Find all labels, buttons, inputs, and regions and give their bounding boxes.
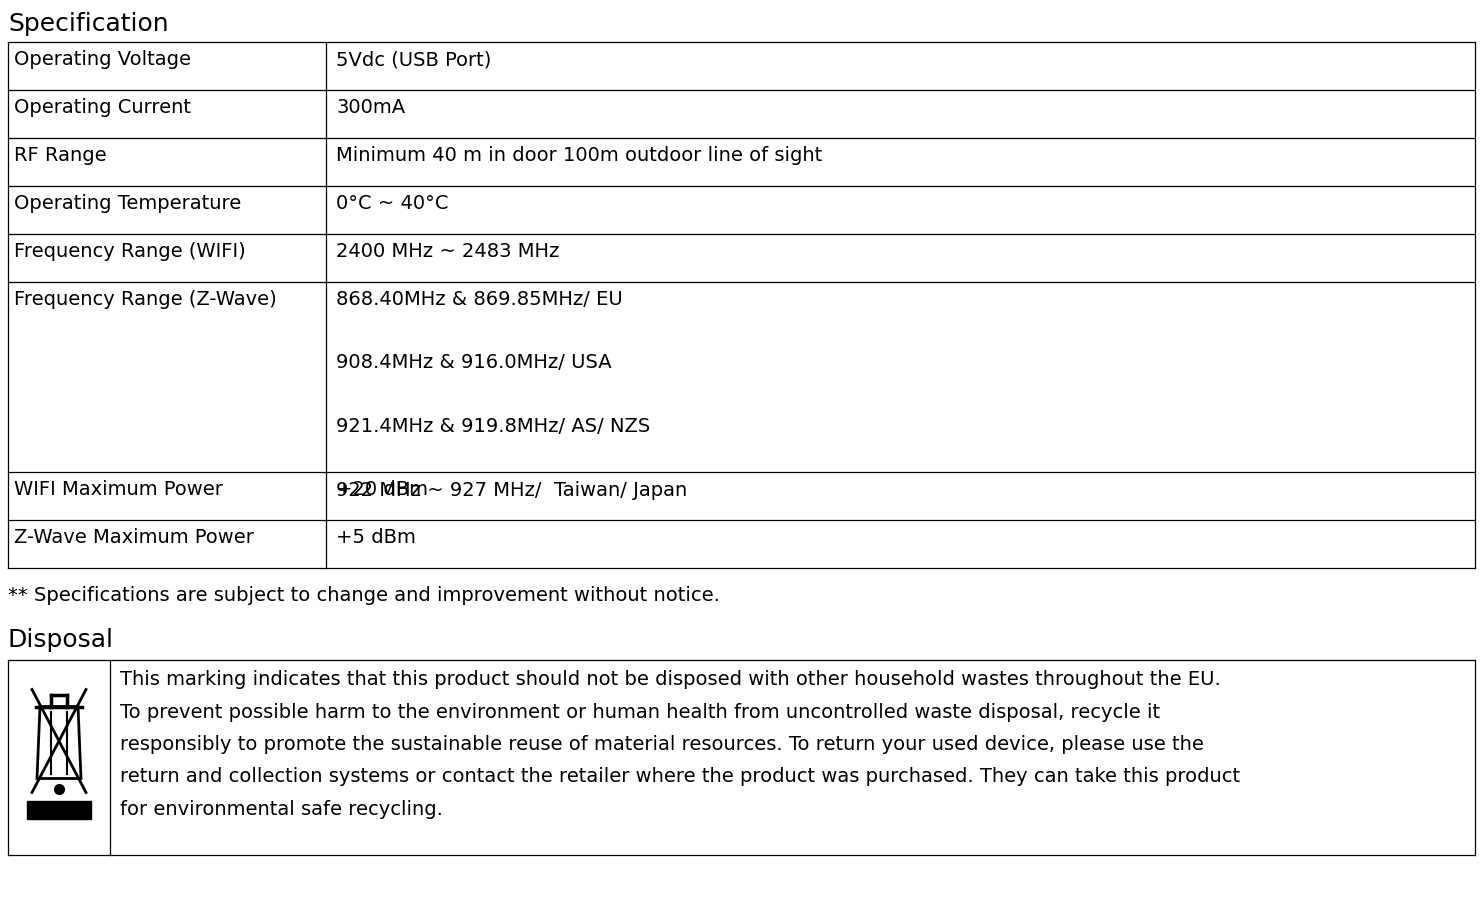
Text: ** Specifications are subject to change and improvement without notice.: ** Specifications are subject to change … bbox=[7, 586, 719, 605]
Text: Z-Wave Maximum Power: Z-Wave Maximum Power bbox=[13, 528, 254, 547]
Text: Disposal: Disposal bbox=[7, 628, 114, 652]
Polygon shape bbox=[27, 801, 90, 819]
Text: RF Range: RF Range bbox=[13, 146, 107, 165]
Text: Frequency Range (Z-Wave): Frequency Range (Z-Wave) bbox=[13, 290, 277, 309]
Text: Minimum 40 m in door 100m outdoor line of sight: Minimum 40 m in door 100m outdoor line o… bbox=[337, 146, 822, 165]
Text: Specification: Specification bbox=[7, 12, 169, 36]
Text: +20 dBm: +20 dBm bbox=[337, 480, 429, 499]
Text: Operating Voltage: Operating Voltage bbox=[13, 50, 191, 69]
Text: 2400 MHz ~ 2483 MHz: 2400 MHz ~ 2483 MHz bbox=[337, 242, 559, 261]
Text: WIFI Maximum Power: WIFI Maximum Power bbox=[13, 480, 222, 499]
Text: Frequency Range (WIFI): Frequency Range (WIFI) bbox=[13, 242, 246, 261]
Text: 5Vdc (USB Port): 5Vdc (USB Port) bbox=[337, 50, 491, 69]
Text: Operating Temperature: Operating Temperature bbox=[13, 194, 242, 213]
Text: Operating Current: Operating Current bbox=[13, 98, 191, 117]
Text: 300mA: 300mA bbox=[337, 98, 405, 117]
Text: This marking indicates that this product should not be disposed with other house: This marking indicates that this product… bbox=[120, 670, 1240, 819]
Text: 868.40MHz & 869.85MHz/ EU

908.4MHz & 916.0MHz/ USA

921.4MHz & 919.8MHz/ AS/ NZ: 868.40MHz & 869.85MHz/ EU 908.4MHz & 916… bbox=[337, 290, 687, 499]
Text: +5 dBm: +5 dBm bbox=[337, 528, 415, 547]
Text: 0°C ~ 40°C: 0°C ~ 40°C bbox=[337, 194, 448, 213]
